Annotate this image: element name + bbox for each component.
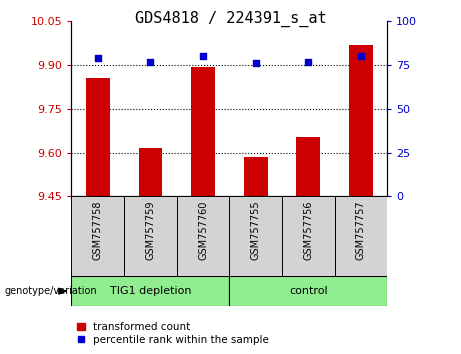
Text: GSM757758: GSM757758 xyxy=(93,200,103,260)
Bar xyxy=(229,196,282,276)
Point xyxy=(147,59,154,64)
Point xyxy=(305,59,312,64)
Text: GSM757755: GSM757755 xyxy=(251,200,260,260)
Bar xyxy=(191,67,215,196)
Text: GDS4818 / 224391_s_at: GDS4818 / 224391_s_at xyxy=(135,11,326,27)
Text: GSM757756: GSM757756 xyxy=(303,200,313,260)
Bar xyxy=(335,196,387,276)
Text: GSM757757: GSM757757 xyxy=(356,200,366,260)
Bar xyxy=(349,45,373,196)
Bar xyxy=(86,78,110,196)
Text: GSM757759: GSM757759 xyxy=(145,200,155,260)
Bar xyxy=(282,196,335,276)
Point xyxy=(252,61,260,66)
Text: genotype/variation: genotype/variation xyxy=(5,286,97,296)
Text: TIG1 depletion: TIG1 depletion xyxy=(110,286,191,296)
Point xyxy=(199,53,207,59)
Bar xyxy=(124,196,177,276)
Text: control: control xyxy=(289,286,328,296)
Point xyxy=(94,55,101,61)
Bar xyxy=(71,276,229,306)
Bar xyxy=(71,196,124,276)
Point xyxy=(357,53,365,59)
Bar xyxy=(229,276,387,306)
Bar xyxy=(296,137,320,196)
Bar xyxy=(244,157,267,196)
Bar xyxy=(177,196,229,276)
Text: GSM757760: GSM757760 xyxy=(198,200,208,260)
Bar xyxy=(139,148,162,196)
Legend: transformed count, percentile rank within the sample: transformed count, percentile rank withi… xyxy=(77,322,269,345)
